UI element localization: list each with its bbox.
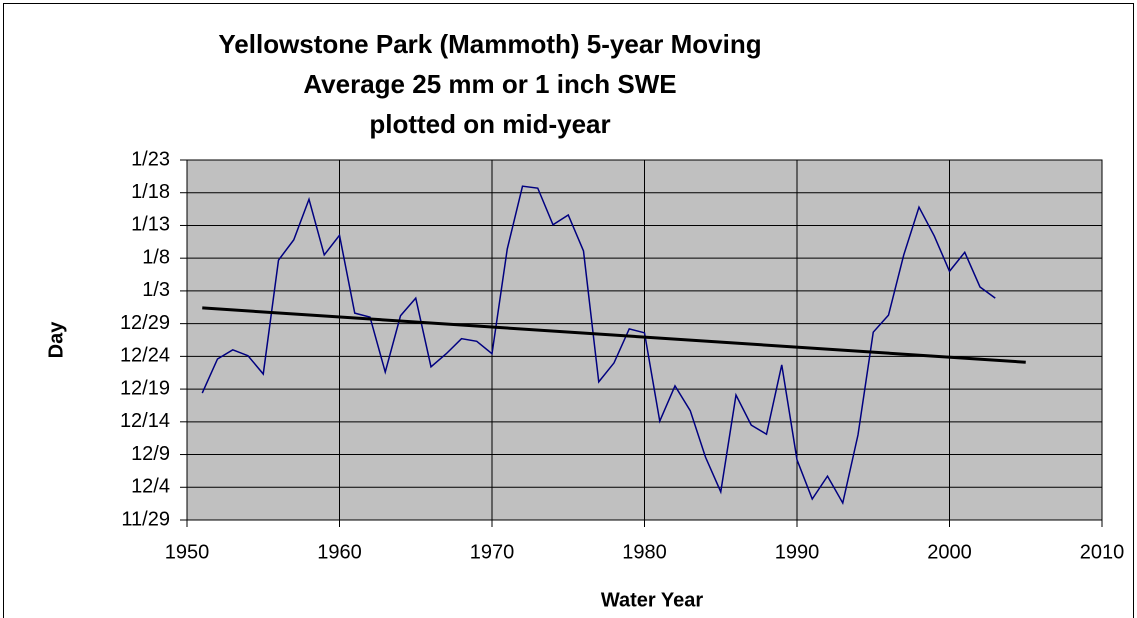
x-tick-label: 1980 (622, 541, 667, 563)
y-tick-label: 12/9 (131, 443, 170, 465)
x-tick-label: 2010 (1080, 541, 1125, 563)
y-tick-label: 1/23 (131, 148, 170, 170)
y-tick-label: 1/13 (131, 214, 170, 236)
x-tick-label: 1960 (317, 541, 362, 563)
chart-title: Yellowstone Park (Mammoth) 5-year Moving (218, 29, 761, 59)
x-axis-label: Water Year (601, 589, 704, 611)
series-line (202, 306, 1026, 364)
y-tick-label: 12/19 (120, 377, 170, 399)
y-tick-label: 1/18 (131, 181, 170, 203)
x-tick-label: 2000 (927, 541, 972, 563)
y-tick-label: 11/29 (121, 508, 170, 530)
y-tick-label: 1/3 (142, 279, 170, 301)
plot-border (186, 159, 1103, 521)
x-tick-label: 1990 (775, 541, 820, 563)
y-tick-label: 12/29 (120, 312, 170, 334)
x-tick-label: 1950 (165, 541, 210, 563)
y-tick-label: 12/24 (120, 345, 170, 367)
series-line (201, 185, 996, 506)
x-tick-label: 1970 (470, 541, 515, 563)
y-tick-label: 12/4 (131, 476, 170, 498)
chart-frame (3, 3, 1134, 618)
chart-title: plotted on mid-year (369, 109, 610, 139)
y-axis-label: Day (45, 321, 67, 359)
chart-title: Average 25 mm or 1 inch SWE (303, 69, 676, 99)
y-tick-label: 12/14 (120, 410, 170, 432)
y-tick-label: 1/8 (142, 246, 170, 268)
